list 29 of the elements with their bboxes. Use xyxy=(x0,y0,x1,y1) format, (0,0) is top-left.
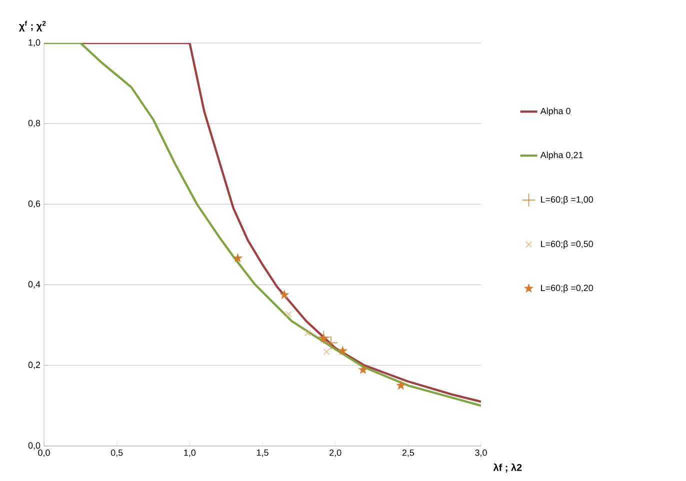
point xyxy=(234,254,242,262)
point xyxy=(286,310,292,318)
legend-label: L=60;β =0,50 xyxy=(541,240,594,249)
legend-label: Alpha 0,21 xyxy=(540,152,583,160)
y-tick-label: 0,0 xyxy=(28,442,40,450)
x-axis-title: λf ; λ2 xyxy=(493,463,522,472)
y-tick-label: 0,4 xyxy=(28,281,40,288)
point xyxy=(280,290,289,298)
point xyxy=(358,365,368,374)
point xyxy=(396,381,406,390)
y-axis-title: χ$^{f}$ ; χ$^{2}$ xyxy=(19,20,46,32)
x-tick-label: 2,5 xyxy=(402,450,414,457)
point xyxy=(323,348,330,355)
x-tick-label: 0,0 xyxy=(38,450,50,457)
x-tick-label: 1,0 xyxy=(184,450,196,457)
x-tick-label: 3,0 xyxy=(475,450,487,457)
x-tick-label: 0,5 xyxy=(110,450,123,457)
point xyxy=(304,330,311,336)
point xyxy=(338,346,347,354)
x-tick-label: 2,0 xyxy=(330,450,342,457)
legend-label: L=60;β =0,20 xyxy=(541,284,594,293)
y-tick-label: 1,0 xyxy=(28,39,40,47)
y-tick-label: 0,6 xyxy=(28,200,40,208)
x-tick-label: 1,5 xyxy=(256,450,268,457)
legend-label: L=60;β =1,00 xyxy=(541,196,594,204)
y-tick-label: 0,2 xyxy=(28,362,40,370)
y-tick-label: 0,8 xyxy=(28,120,40,128)
legend-label: Alpha 0 xyxy=(540,108,570,116)
point xyxy=(320,334,328,342)
